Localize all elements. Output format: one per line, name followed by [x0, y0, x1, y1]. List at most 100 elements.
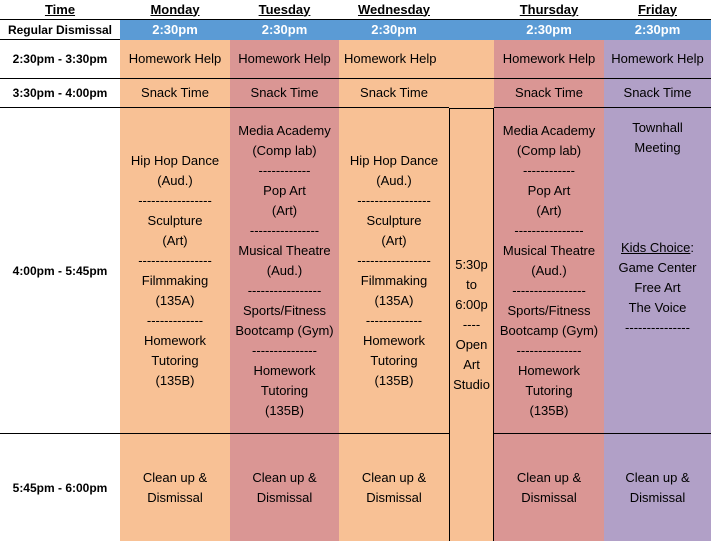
activity-line: Sports/Fitness — [242, 302, 327, 318]
activity-line: Homework — [517, 362, 581, 378]
dismissal-label: Regular Dismissal — [0, 20, 120, 40]
activity-line: (135A) — [374, 292, 414, 308]
open-art-studio: 5:30p to 6:00p ---- Open Art Studio — [449, 108, 494, 541]
kids-choice-colon: : — [690, 240, 694, 255]
snack-time-friday: Snack Time — [604, 79, 711, 108]
townhall-line: Meeting — [634, 140, 681, 155]
open-art-line: 6:00p — [455, 297, 488, 312]
dismissal-tuesday: 2:30pm — [230, 20, 339, 40]
activities-friday: Townhall Meeting Kids Choice: Game Cente… — [604, 108, 711, 434]
header-wednesday: Wednesday — [339, 0, 449, 20]
townhall-line: Townhall — [632, 120, 683, 135]
kids-choice-heading: Kids Choice: — [621, 238, 694, 258]
activity-divider: ---------------- — [249, 222, 320, 238]
open-art-line: Art — [463, 357, 480, 372]
header-time: Time — [0, 0, 120, 20]
cleanup-line: Dismissal — [629, 489, 686, 505]
activity-line: (Art) — [162, 232, 188, 248]
cleanup-line: Clean up & — [516, 469, 582, 485]
activity-line: Homework — [362, 332, 426, 348]
activity-line: (Aud.) — [157, 172, 193, 188]
homework-help-wednesday: Homework Help — [339, 40, 494, 79]
kids-choice-item: Free Art — [634, 280, 681, 295]
activity-line: Hip Hop Dance — [349, 152, 439, 168]
time-slot-3: 4:00pm - 5:45pm — [0, 108, 120, 434]
cleanup-line: Dismissal — [521, 489, 577, 505]
activity-line: Tutoring — [260, 382, 309, 398]
activity-line: (Comp lab) — [516, 142, 582, 158]
activity-line: (Aud.) — [266, 262, 303, 278]
open-art-line: to — [466, 277, 477, 292]
activity-line: Hip Hop Dance — [130, 152, 220, 168]
activity-divider: ----------------- — [357, 252, 431, 268]
activity-line: Tutoring — [525, 382, 573, 398]
activity-divider: ----------------- — [138, 252, 212, 268]
header-thursday: Thursday — [494, 0, 604, 20]
activity-divider: ----------------- — [357, 192, 431, 208]
activity-divider: ----------------- — [247, 282, 322, 298]
activity-divider: ----------------- — [512, 282, 586, 298]
header-friday: Friday — [604, 0, 711, 20]
cleanup-line: Clean up & — [361, 469, 427, 485]
open-art-line: Open — [455, 337, 488, 352]
activities-wednesday: Hip Hop Dance (Aud.) ----------------- S… — [339, 108, 449, 434]
activity-line: Musical Theatre — [502, 242, 596, 258]
snack-time-monday: Snack Time — [120, 79, 230, 108]
snack-time-thursday: Snack Time — [494, 79, 604, 108]
kids-choice-title: Kids Choice — [621, 240, 691, 255]
dismissal-wednesday: 2:30pm — [339, 20, 449, 40]
activity-line: Pop Art — [263, 182, 306, 198]
activity-line: Sports/Fitness — [507, 302, 591, 318]
kids-choice-item: The Voice — [628, 300, 687, 315]
cleanup-line: Clean up & — [625, 469, 690, 485]
open-art-line: Studio — [453, 377, 490, 392]
cleanup-monday: Clean up & Dismissal — [120, 434, 230, 541]
activity-line: Tutoring — [370, 352, 418, 368]
activity-divider: ------------- — [146, 312, 204, 328]
activity-divider: --------------- — [516, 342, 582, 358]
time-slot-2: 3:30pm - 4:00pm — [0, 79, 120, 108]
header-spacer — [449, 0, 494, 20]
header-tuesday: Tuesday — [230, 0, 339, 20]
homework-help-tuesday: Homework Help — [230, 40, 339, 79]
activity-line: Tutoring — [151, 352, 199, 368]
activity-divider: ---------------- — [514, 222, 584, 238]
cleanup-tuesday: Clean up & Dismissal — [230, 434, 339, 541]
activities-thursday: Media Academy (Comp lab) ------------ Po… — [494, 108, 604, 434]
activity-line: Media Academy — [238, 122, 331, 138]
activity-line: Pop Art — [527, 182, 571, 198]
homework-help-thursday: Homework Help — [494, 40, 604, 79]
activity-line: Media Academy — [502, 122, 596, 138]
kids-choice-item: Game Center — [618, 260, 697, 275]
activities-tuesday: Media Academy (Comp lab) ------------ Po… — [230, 108, 339, 434]
activity-line: (135B) — [264, 402, 305, 418]
activities-monday: Hip Hop Dance (Aud.) ----------------- S… — [120, 108, 230, 434]
dismissal-monday: 2:30pm — [120, 20, 230, 40]
header-monday: Monday — [120, 0, 230, 20]
time-slot-1: 2:30pm - 3:30pm — [0, 40, 120, 79]
cleanup-line: Clean up & — [142, 469, 208, 485]
time-slot-4: 5:45pm - 6:00pm — [12, 480, 108, 495]
cleanup-wednesday: Clean up & Dismissal — [339, 434, 449, 541]
open-art-divider: ---- — [462, 317, 481, 332]
activity-line: Bootcamp (Gym) — [499, 322, 599, 338]
homework-help-monday: Homework Help — [120, 40, 230, 79]
cleanup-line: Clean up & — [252, 469, 317, 485]
activity-line: (135B) — [529, 402, 569, 418]
activity-line: Homework — [253, 362, 316, 378]
open-art-line: 5:30p — [455, 257, 488, 272]
cleanup-thursday: Clean up & Dismissal — [494, 434, 604, 541]
activity-line: Homework — [143, 332, 207, 348]
snack-time-wednesday: Snack Time — [339, 79, 449, 108]
dismissal-friday: 2:30pm — [604, 20, 711, 40]
activity-line: (Art) — [271, 202, 298, 218]
snack-time-tuesday: Snack Time — [230, 79, 339, 108]
activity-line: (Aud.) — [531, 262, 567, 278]
activity-line: Musical Theatre — [238, 242, 331, 258]
activity-line: Bootcamp (Gym) — [235, 322, 334, 338]
activity-line: (Comp lab) — [252, 142, 317, 158]
cleanup-line: Dismissal — [366, 489, 422, 505]
cleanup-friday: Clean up & Dismissal — [604, 434, 711, 541]
activity-line: Sculpture — [366, 212, 422, 228]
